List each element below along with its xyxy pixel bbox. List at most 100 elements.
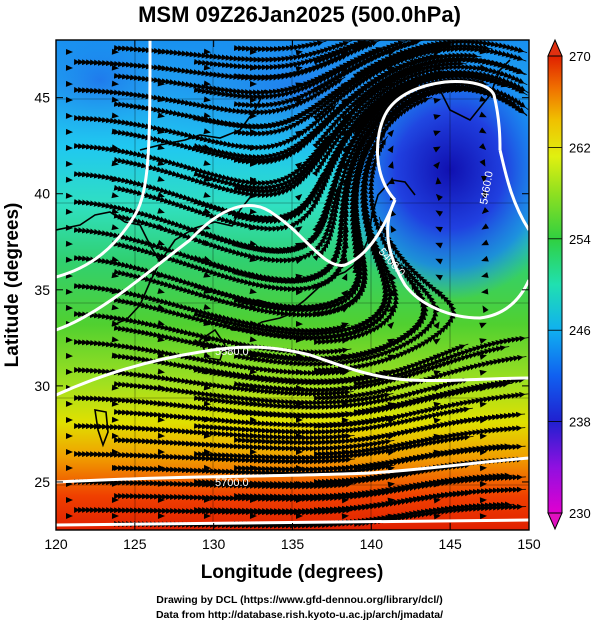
- wind-arrow: [203, 191, 211, 198]
- wind-arrow: [387, 449, 395, 456]
- wind-arrow: [295, 114, 303, 121]
- wind-arrow: [341, 497, 349, 504]
- wind-arrow: [203, 255, 211, 262]
- wind-arrow: [342, 177, 348, 185]
- y-tick-label: 35: [34, 282, 50, 298]
- wind-arrow: [479, 127, 487, 134]
- x-tick-label: 120: [44, 536, 68, 552]
- wind-arrow: [111, 128, 119, 135]
- wind-arrow: [479, 111, 487, 118]
- wind-arrow: [111, 512, 119, 519]
- x-axis-ticks: 120 125 130 135 140 145 150: [44, 40, 541, 552]
- wind-arrow: [295, 273, 303, 280]
- wind-arrow: [390, 241, 397, 249]
- wind-arrow: [203, 112, 211, 119]
- wind-streamlines: [65, 40, 529, 529]
- wind-arrow: [111, 288, 119, 295]
- wind-arrow: [111, 160, 119, 167]
- wind-arrow: [203, 336, 211, 343]
- wind-arrow: [157, 496, 165, 503]
- wind-arrow: [387, 370, 395, 377]
- wind-arrow: [157, 432, 165, 439]
- wind-arrow: [157, 336, 165, 343]
- wind-arrow: [203, 96, 211, 103]
- wind-arrow: [435, 177, 442, 185]
- wind-arrow: [249, 352, 257, 359]
- wind-arrow: [341, 289, 349, 297]
- wind-arrow: [479, 159, 486, 167]
- wind-arrow: [203, 320, 211, 326]
- wind-arrow: [157, 176, 165, 182]
- y-axis-label: Latitude (degrees): [2, 203, 23, 368]
- wind-arrow: [157, 239, 165, 246]
- wind-arrow: [203, 400, 211, 407]
- wind-arrow: [249, 512, 257, 519]
- footer-credit-drawing: Drawing by DCL (https://www.gfd-dennou.o…: [156, 594, 443, 606]
- wind-arrow: [65, 112, 73, 119]
- wind-arrow: [387, 305, 394, 313]
- wind-arrow: [111, 96, 119, 103]
- wind-arrow: [295, 384, 303, 391]
- wind-arrow: [111, 336, 119, 343]
- wind-arrow: [479, 513, 487, 520]
- wind-arrow: [249, 272, 257, 279]
- wind-arrow: [481, 239, 489, 246]
- wind-arrow: [203, 368, 211, 375]
- wind-arrow: [433, 449, 441, 456]
- wind-arrow: [341, 481, 349, 488]
- wind-arrow: [249, 224, 257, 231]
- wind-arrow: [203, 64, 211, 71]
- wind-arrow: [111, 304, 119, 311]
- wind-arrow: [295, 432, 303, 439]
- wind-arrow: [481, 255, 489, 262]
- wind-arrow: [341, 145, 348, 153]
- wind-arrow: [433, 146, 441, 153]
- wind-arrow: [390, 225, 397, 233]
- wind-arrow: [387, 386, 395, 392]
- wind-arrow: [157, 448, 165, 455]
- colorbar-label: 238: [569, 415, 591, 430]
- wind-arrow: [203, 207, 211, 214]
- wind-arrow: [249, 400, 257, 407]
- wind-arrow: [481, 272, 489, 278]
- wind-arrow: [157, 352, 165, 359]
- wind-arrow: [65, 144, 73, 151]
- wind-arrow: [295, 481, 303, 488]
- wind-arrow: [295, 368, 303, 375]
- wind-arrow: [65, 464, 73, 471]
- wind-arrow: [387, 338, 395, 345]
- wind-arrow: [479, 465, 487, 472]
- wind-arrow: [295, 258, 303, 265]
- wind-arrow: [341, 161, 348, 169]
- contour-label: 5580.0: [215, 346, 249, 358]
- wind-arrow: [249, 80, 257, 87]
- wind-arrow: [157, 384, 165, 391]
- wind-arrow: [341, 337, 349, 344]
- footer-credit-data: Data from http://database.rish.kyoto-u.a…: [155, 609, 444, 621]
- wind-arrow: [249, 496, 257, 503]
- wind-arrow: [203, 239, 211, 246]
- wind-arrow: [249, 336, 257, 343]
- wind-arrow: [249, 416, 257, 423]
- wind-arrow: [433, 354, 441, 361]
- wind-arrow: [111, 352, 119, 359]
- wind-arrow: [111, 448, 119, 455]
- wind-arrow: [157, 96, 165, 103]
- wind-arrow: [295, 352, 303, 359]
- wind-arrow: [65, 256, 73, 263]
- wind-arrow: [111, 272, 119, 279]
- wind-arrow: [387, 401, 395, 408]
- wind-arrow: [295, 242, 303, 249]
- wind-arrow: [387, 433, 395, 440]
- y-tick-label: 25: [34, 474, 50, 490]
- wind-arrow: [65, 80, 73, 87]
- x-tick-label: 140: [360, 536, 384, 552]
- wind-arrow: [295, 289, 303, 296]
- wind-arrow: [65, 432, 73, 439]
- wind-arrow: [65, 128, 73, 135]
- wind-arrow: [157, 304, 165, 310]
- wind-arrow: [387, 82, 395, 89]
- wind-arrow: [479, 64, 487, 71]
- wind-arrow: [111, 176, 119, 183]
- wind-arrow: [341, 433, 349, 440]
